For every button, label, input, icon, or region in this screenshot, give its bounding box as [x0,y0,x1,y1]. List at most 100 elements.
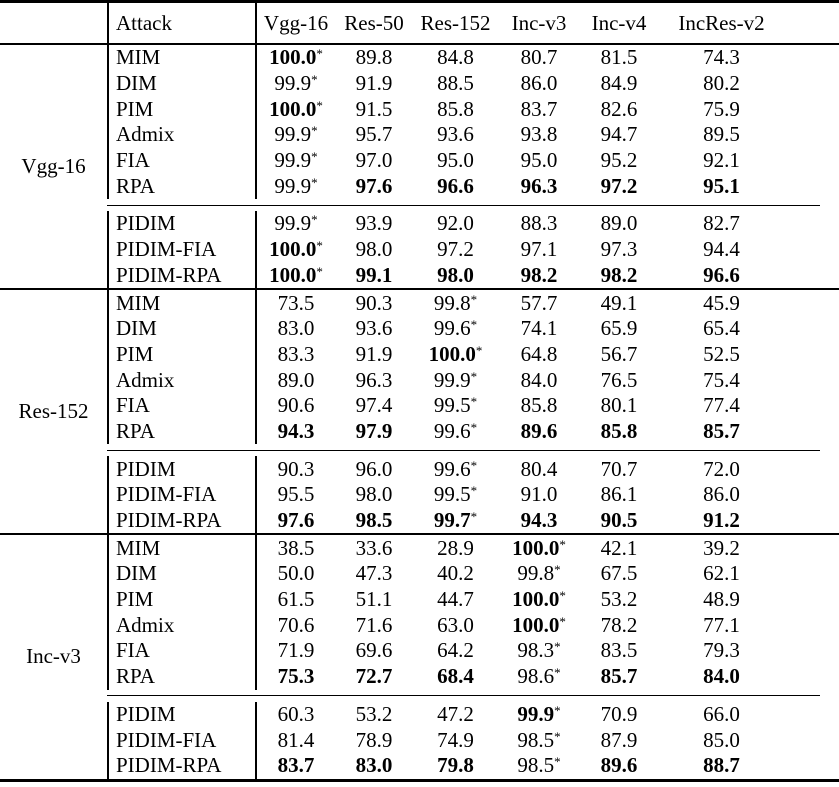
value-cell: 61.5 [255,586,335,613]
value-cell: 99.5* [413,393,498,419]
group-label: Vgg-16 [21,154,86,179]
table-row: PIM 61.5 51.1 44.7 100.0* 53.2 48.9 [0,586,839,613]
value-number: 86.1 [600,482,638,507]
pidim-separator-row [0,444,839,456]
value-number: 78.2 [600,612,638,637]
white-box-star: * [470,420,478,436]
value-number: 93.6 [355,316,393,341]
midrule [107,449,820,451]
value-cell: 98.5* [498,753,580,779]
value-number: 47.3 [355,561,393,586]
value-cell: 97.4 [335,393,413,419]
value-cells: 83.0 93.6 99.6* 74.1 65.9 65.4 [255,315,785,342]
table-row: PIDIM 99.9* 93.9 92.0 88.3 89.0 82.7 [0,211,839,237]
attack-cell: Admix [107,367,255,393]
table-row: PIDIM-FIA 81.4 78.9 74.9 98.5* 87.9 85.0 [0,727,839,753]
attack-name: PIM [116,341,154,366]
value-number: 97.0 [355,148,393,173]
attack-name: MIM [116,535,161,560]
value-number: 65.4 [703,316,740,341]
value-cell: 85.8 [580,419,658,445]
white-box-star: * [470,509,478,525]
value-number: 51.1 [355,587,393,612]
attack-cell: PIDIM [107,211,255,237]
value-cells: 97.6 98.5 99.7* 94.3 90.5 91.2 [255,507,785,534]
value-number: 81.4 [277,727,315,752]
value-cell: 98.0 [335,237,413,263]
value-number: 95.2 [600,148,638,173]
attack-name: PIDIM-RPA [116,753,222,778]
value-cell: 99.9* [255,122,335,148]
value-number: 89.0 [277,367,315,392]
value-cell: 78.9 [335,727,413,753]
value-cell: 72.0 [658,456,785,482]
value-number: 91.9 [355,341,393,366]
value-cell: 67.5 [580,561,658,587]
value-number: 76.5 [600,367,638,392]
value-number: 40.2 [437,561,474,586]
table-row: Admix 89.0 96.3 99.9* 84.0 76.5 75.4 [0,367,839,393]
value-number: 94.3 [520,508,558,533]
value-cell: 45.9 [658,290,785,316]
value-cell: 66.0 [658,702,785,728]
value-cells: 70.6 71.6 63.0 100.0* 78.2 77.1 [255,612,785,639]
value-number: 75.3 [277,664,315,689]
table-row: DIM 50.0 47.3 40.2 99.8* 67.5 62.1 [0,561,839,587]
value-cell: 98.5* [498,727,580,753]
value-cells: 94.3 97.9 99.6* 89.6 85.8 85.7 [255,418,785,445]
value-number: 69.6 [355,638,393,663]
value-cell: 53.2 [335,702,413,728]
value-number: 75.4 [703,367,740,392]
value-cell: 65.4 [658,316,785,342]
value-number: 99.9* [517,701,561,726]
value-cell: 47.3 [335,561,413,587]
attack-cell: Admix [107,122,255,148]
value-cell: 97.1 [498,237,580,263]
attack-cell: FIA [107,147,255,174]
attack-name: PIDIM-FIA [116,482,217,507]
midrule [107,695,820,696]
value-cell: 93.9 [335,211,413,237]
value-cells: 38.5 33.6 28.9 100.0* 42.1 39.2 [255,535,785,562]
value-cell: 96.6 [658,263,785,289]
value-cell: 71.9 [255,638,335,664]
value-cell: 98.2 [580,263,658,289]
value-number: 90.3 [277,456,315,481]
value-cell: 94.7 [580,122,658,148]
value-cell: 75.3 [255,663,335,690]
white-box-star: * [470,291,478,307]
value-cell: 82.7 [658,211,785,237]
value-cell: 100.0* [498,612,580,638]
value-cell: 75.4 [658,367,785,393]
value-cell: 64.2 [413,638,498,664]
white-box-star: * [311,123,318,139]
attack-name: RPA [116,664,155,689]
value-cell: 48.9 [658,587,785,613]
value-number: 91.5 [355,96,393,121]
value-cell: 91.9 [335,342,413,368]
value-cell: 82.6 [580,96,658,122]
white-box-star: * [559,536,566,552]
table-row: PIDIM-RPA 97.6 98.5 99.7* 94.3 90.5 91.2 [0,507,839,534]
top-rule [0,0,839,3]
table-row: MIM 100.0* 89.8 84.8 80.7 81.5 74.3 [0,45,839,71]
value-cell: 99.9* [255,211,335,237]
value-number: 96.3 [520,173,558,198]
value-number: 85.8 [437,96,474,121]
attack-cell: PIDIM [107,456,255,482]
value-cell: 87.9 [580,727,658,753]
value-cell: 62.1 [658,561,785,587]
value-number: 88.7 [703,753,740,778]
value-number: 91.9 [355,71,393,96]
value-number: 74.1 [520,316,558,341]
value-number: 86.0 [520,71,558,96]
attack-cell: MIM [107,535,255,562]
value-cell: 86.0 [498,71,580,97]
value-number: 83.5 [600,638,638,663]
value-number: 83.0 [355,753,393,778]
value-cells: 90.6 97.4 99.5* 85.8 80.1 77.4 [255,392,785,419]
value-number: 99.8* [433,290,478,315]
attack-cell: DIM [107,70,255,97]
value-cell: 84.0 [498,367,580,393]
attack-name: Admix [116,612,175,637]
